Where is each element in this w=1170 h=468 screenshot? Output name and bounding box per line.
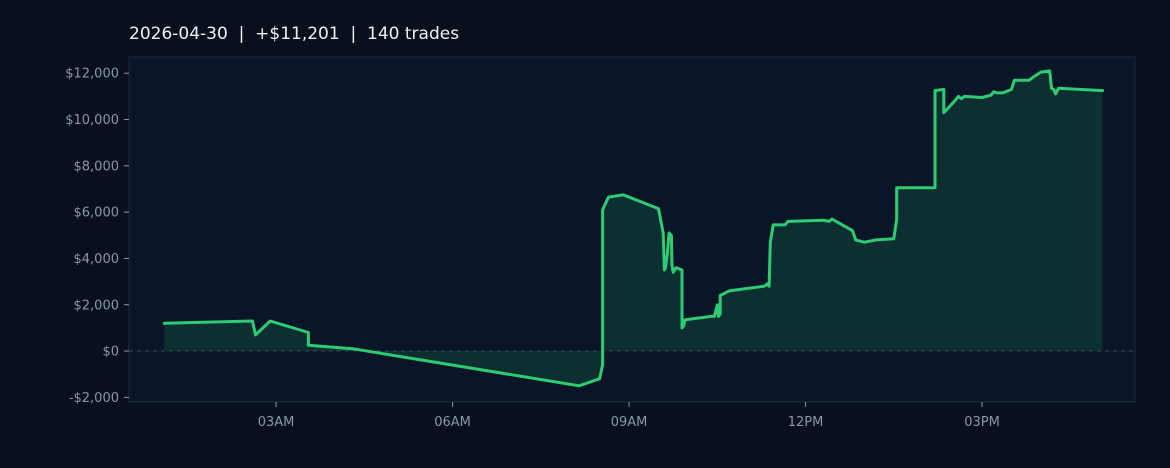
y-tick-label: $2,000 [74, 298, 120, 313]
equity-area-fill [164, 70, 1103, 386]
y-tick-label: $4,000 [74, 252, 120, 267]
y-tick-label: $8,000 [74, 159, 120, 174]
y-tick-label: $12,000 [65, 67, 119, 82]
y-tick-label: -$2,000 [69, 391, 119, 406]
x-tick-label: 03AM [258, 415, 295, 430]
equity-line [162, 69, 1105, 388]
y-tick-label: $6,000 [74, 206, 120, 221]
chart-title: 2026-04-30 | +$11,201 | 140 trades [129, 24, 460, 44]
x-tick-label: 06AM [434, 415, 471, 430]
x-tick-label: 09AM [611, 415, 648, 430]
x-tick-label: 12PM [788, 415, 824, 430]
x-tick-label: 03PM [964, 415, 1000, 430]
y-tick-label: $0 [102, 345, 119, 360]
y-tick-label: $10,000 [65, 113, 119, 128]
